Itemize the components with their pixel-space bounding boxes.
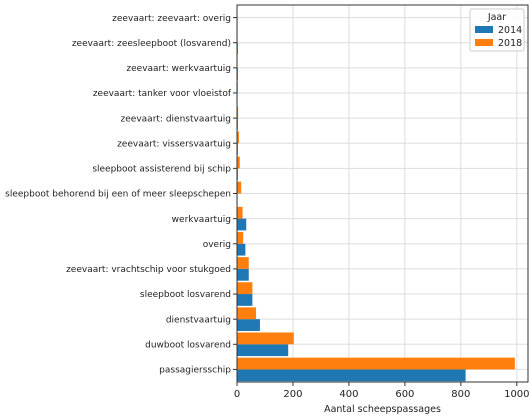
- category-label-sleepboot-assisterend-bij-schip: sleepboot assisterend bij schip: [92, 165, 231, 175]
- category-label-zeevaart-vrachtschip-voor-stukgoed: zeevaart: vrachtschip voor stukgoed: [66, 265, 231, 275]
- bar-2014-sleepboot-losvarend: [237, 294, 253, 306]
- x-tick-label-0: 0: [234, 389, 240, 400]
- bar-2018-sleepboot-assisterend-bij-schip: [237, 156, 240, 169]
- bar-2014-dienstvaartuig: [237, 319, 260, 331]
- bar-2014-zeevaart-vrachtschip-voor-stukgoed: [237, 268, 249, 281]
- category-label-dienstvaartuig: dienstvaartuig: [166, 315, 231, 325]
- grid-lines: [236, 5, 528, 382]
- legend-label-2018: 2018: [498, 38, 522, 49]
- x-tick-label-1000: 1000: [504, 389, 529, 400]
- bar-2018-werkvaartuig: [237, 206, 243, 219]
- bar-2018-sleepboot-losvarend: [237, 282, 253, 295]
- legend-swatch-2014: [475, 26, 493, 33]
- legend-title: Jaar: [487, 12, 506, 23]
- legend-label-2014: 2014: [498, 25, 522, 36]
- x-tick-label-800: 800: [451, 389, 470, 400]
- category-label-sleepboot-losvarend: sleepboot losvarend: [140, 290, 231, 300]
- category-label-overig: overig: [203, 240, 231, 250]
- category-label-zeevaart-zeevaart-overig: zeevaart: zeevaart: overig: [112, 14, 231, 24]
- category-label-zeevaart-werkvaartuig: zeevaart: werkvaartuig: [126, 64, 231, 74]
- bars: [237, 5, 515, 382]
- legend: Jaar 2014 2018: [469, 8, 525, 52]
- x-axis-title: Aantal scheepspassages: [324, 404, 441, 415]
- bar-2018-duwboot-losvarend: [237, 332, 294, 345]
- x-tick-label-600: 600: [395, 389, 414, 400]
- bar-2018-passagiersschip: [237, 357, 515, 370]
- bar-2014-werkvaartuig: [237, 218, 247, 231]
- category-label-sleepboot-behorend-bij-een-of-meer-sleepschepen: sleepboot behorend bij een of meer sleep…: [5, 190, 231, 200]
- category-label-zeevaart-zeesleepboot-losvarend: zeevaart: zeesleepboot (losvarend): [72, 39, 231, 49]
- y-axis-category-labels: passagiersschip duwboot losvarend dienstva…: [5, 14, 232, 376]
- category-label-zeevaart-dienstvaartuig: zeevaart: dienstvaartuig: [121, 114, 231, 124]
- bar-2018-zeevaart-vrachtschip-voor-stukgoed: [237, 257, 249, 269]
- legend-swatch-2018: [475, 39, 493, 46]
- bar-2018-zeevaart-dienstvaartuig: [237, 106, 239, 119]
- bar-2018-overig: [237, 231, 244, 244]
- bar-2014-overig: [237, 243, 246, 256]
- category-label-zeevaart-vissersvaartuig: zeevaart: vissersvaartuig: [117, 139, 231, 149]
- bar-2018-zeevaart-vissersvaartuig: [237, 131, 239, 144]
- x-tick-label-400: 400: [339, 389, 358, 400]
- category-label-zeevaart-tanker-voor-vloeistof: zeevaart: tanker voor vloeistof: [93, 89, 232, 99]
- bar-2014-passagiersschip: [237, 369, 466, 382]
- x-tick-label-200: 200: [283, 389, 302, 400]
- x-axis-ticks: 0 200 400 600 800 1000: [233, 17, 530, 400]
- category-label-passagiersschip: passagiersschip: [159, 366, 231, 376]
- bar-2018-sleepboot-behorend-bij-een-of-meer-sleepschepen: [237, 181, 242, 194]
- bar-2014-duwboot-losvarend: [237, 344, 289, 357]
- category-label-werkvaartuig: werkvaartuig: [172, 215, 231, 225]
- bar-2018-dienstvaartuig: [237, 307, 257, 320]
- category-label-duwboot-losvarend: duwboot losvarend: [145, 341, 231, 351]
